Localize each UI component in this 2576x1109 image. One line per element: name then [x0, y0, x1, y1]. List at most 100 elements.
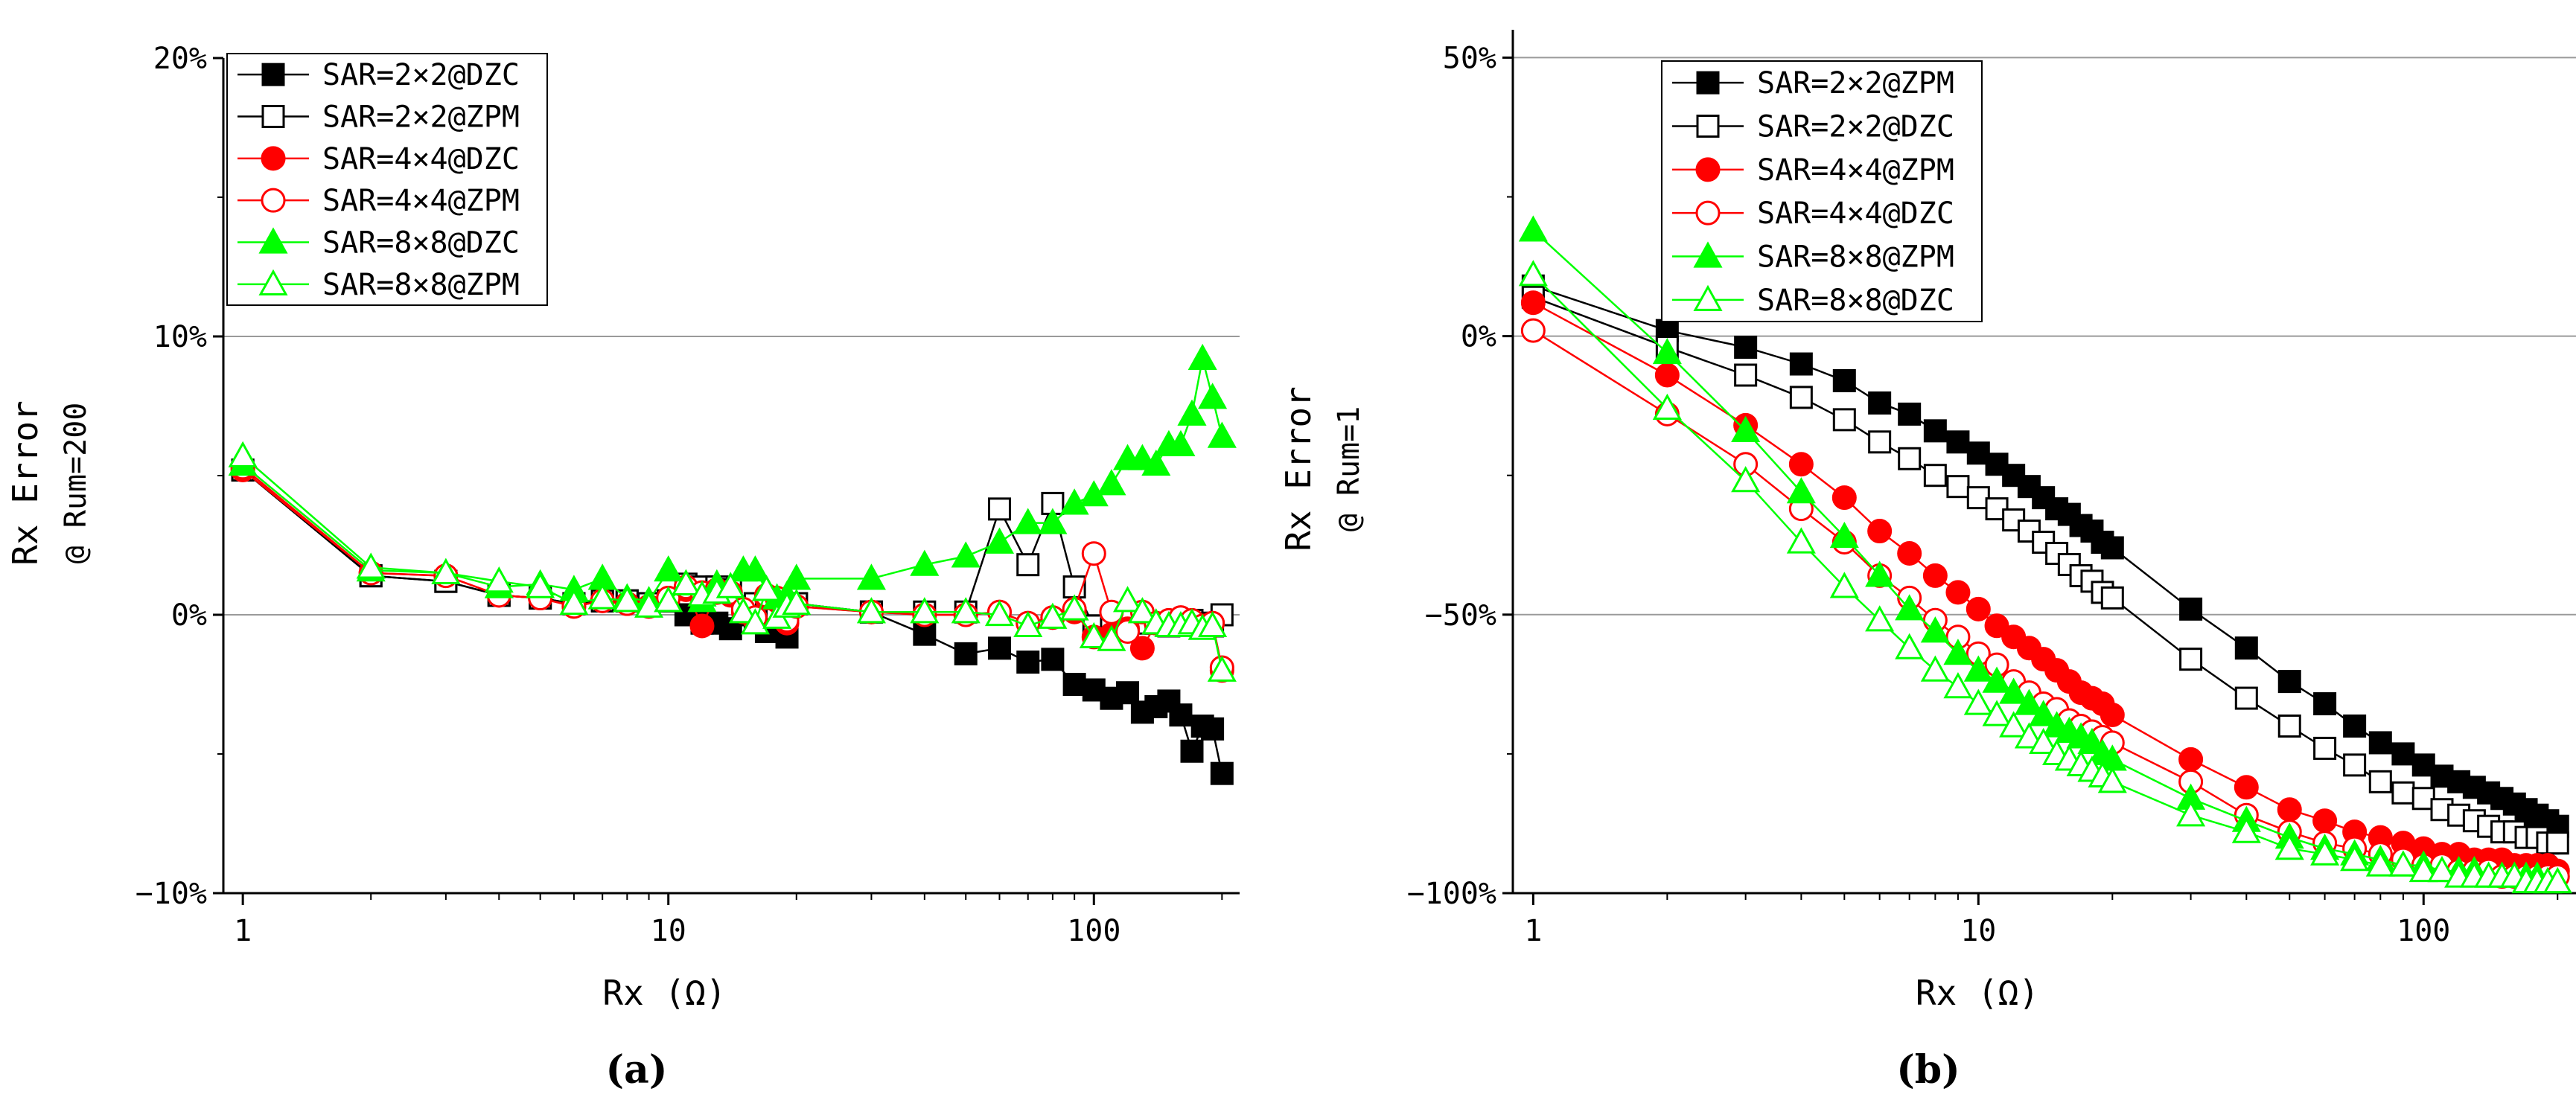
legend-label: SAR=8×8@DZC [1757, 284, 1954, 318]
data-point [2100, 536, 2124, 560]
data-point [2340, 845, 2370, 872]
data-point [2542, 866, 2572, 894]
data-point [1832, 408, 1856, 432]
data-point [782, 563, 812, 590]
y-tick-label: −100% [1407, 877, 1496, 911]
data-point [728, 597, 758, 624]
data-point [2277, 670, 2301, 694]
data-point [1943, 639, 1973, 665]
data-point [1895, 594, 1925, 621]
series-line [242, 358, 1223, 603]
data-point [1789, 386, 1813, 409]
data-point [2277, 797, 2302, 822]
x-tick-label: 1 [234, 914, 252, 948]
legend-marker [258, 269, 288, 295]
data-point [1789, 352, 1813, 376]
data-point [1041, 648, 1065, 671]
legend-label: SAR=2×2@DZC [1757, 110, 1954, 144]
data-point [2545, 831, 2569, 855]
data-point [1201, 717, 1225, 741]
data-point [1059, 488, 1089, 515]
legend-box [226, 53, 548, 306]
data-point [671, 569, 701, 595]
legend-box [1661, 60, 1983, 322]
data-point [2274, 834, 2304, 860]
data-point [1923, 464, 1947, 488]
x-tick-label: 10 [1960, 914, 1996, 948]
data-point [1518, 215, 1548, 242]
legend-label: SAR=2×2@DZC [322, 58, 520, 92]
y-axis-sublabel: @ Rum=1 [1332, 406, 1366, 532]
data-point [1127, 597, 1157, 624]
data-point [2029, 727, 2059, 755]
data-point [2427, 855, 2457, 883]
data-point [984, 599, 1015, 627]
data-point [654, 586, 683, 613]
legend-marker [1696, 71, 1720, 95]
data-point [2391, 781, 2415, 805]
data-point [987, 636, 1011, 660]
data-point [1129, 636, 1155, 661]
data-point [689, 613, 715, 639]
data-point [1520, 290, 1546, 316]
x-tick-label: 1 [1524, 914, 1542, 948]
x-tick-label: 10 [651, 914, 686, 948]
data-point [984, 527, 1015, 554]
data-point [1013, 610, 1043, 638]
legend-label: SAR=4×4@DZC [1757, 196, 1954, 231]
data-point [1829, 572, 1859, 598]
data-point [1868, 391, 1892, 415]
data-point [1518, 260, 1548, 287]
data-point [1038, 508, 1068, 534]
legend-label: SAR=2×2@ZPM [322, 100, 520, 135]
y-tick-label: −10% [136, 877, 207, 911]
data-point [484, 566, 514, 593]
legend-marker [1695, 200, 1721, 226]
data-point [2312, 808, 2338, 834]
data-point [1520, 318, 1546, 343]
data-point [559, 588, 589, 616]
data-point [1923, 419, 1947, 443]
data-point [2234, 636, 2258, 660]
y-tick-label: 10% [153, 320, 207, 354]
legend-marker [1695, 157, 1721, 182]
data-point [228, 441, 258, 467]
chart-panel-b: −100% −50% 0% 50% 1 10 100 Rx (Ω) Rx Error @ Rum=… [1278, 30, 2576, 1093]
data-point [1982, 700, 2012, 726]
data-point [2343, 753, 2367, 777]
data-point [1177, 399, 1207, 426]
data-point [1922, 563, 1948, 588]
data-point [782, 588, 812, 616]
legend-marker [258, 227, 288, 254]
data-point [1734, 336, 1758, 359]
data-point [1966, 596, 1991, 621]
data-point [526, 572, 555, 598]
data-point [1829, 521, 1859, 549]
data-point [740, 608, 770, 635]
data-point [2179, 597, 2203, 621]
data-point [954, 642, 978, 665]
data-point [715, 572, 745, 598]
legend-label: SAR=8×8@DZC [322, 226, 520, 261]
data-point [1868, 430, 1892, 454]
data-point [1016, 553, 1040, 577]
data-point [1946, 430, 1970, 454]
y-axis-sublabel: @ Rum=200 [59, 403, 93, 564]
data-point [2097, 767, 2127, 793]
data-point [1207, 421, 1237, 448]
data-point [1038, 602, 1068, 629]
data-point [1788, 452, 1814, 477]
data-point [1079, 621, 1109, 649]
data-point [1999, 711, 2029, 738]
panel-label: (a) [606, 1047, 668, 1093]
data-point [1180, 739, 1204, 763]
data-point [2014, 688, 2044, 715]
data-point [1157, 689, 1181, 713]
y-tick-label: 50% [1443, 41, 1496, 75]
data-point [1097, 469, 1126, 496]
data-point [2176, 800, 2206, 827]
data-point [2231, 816, 2261, 843]
data-point [1865, 605, 1895, 632]
y-tick-label: −50% [1425, 598, 1496, 633]
data-point [910, 549, 940, 576]
